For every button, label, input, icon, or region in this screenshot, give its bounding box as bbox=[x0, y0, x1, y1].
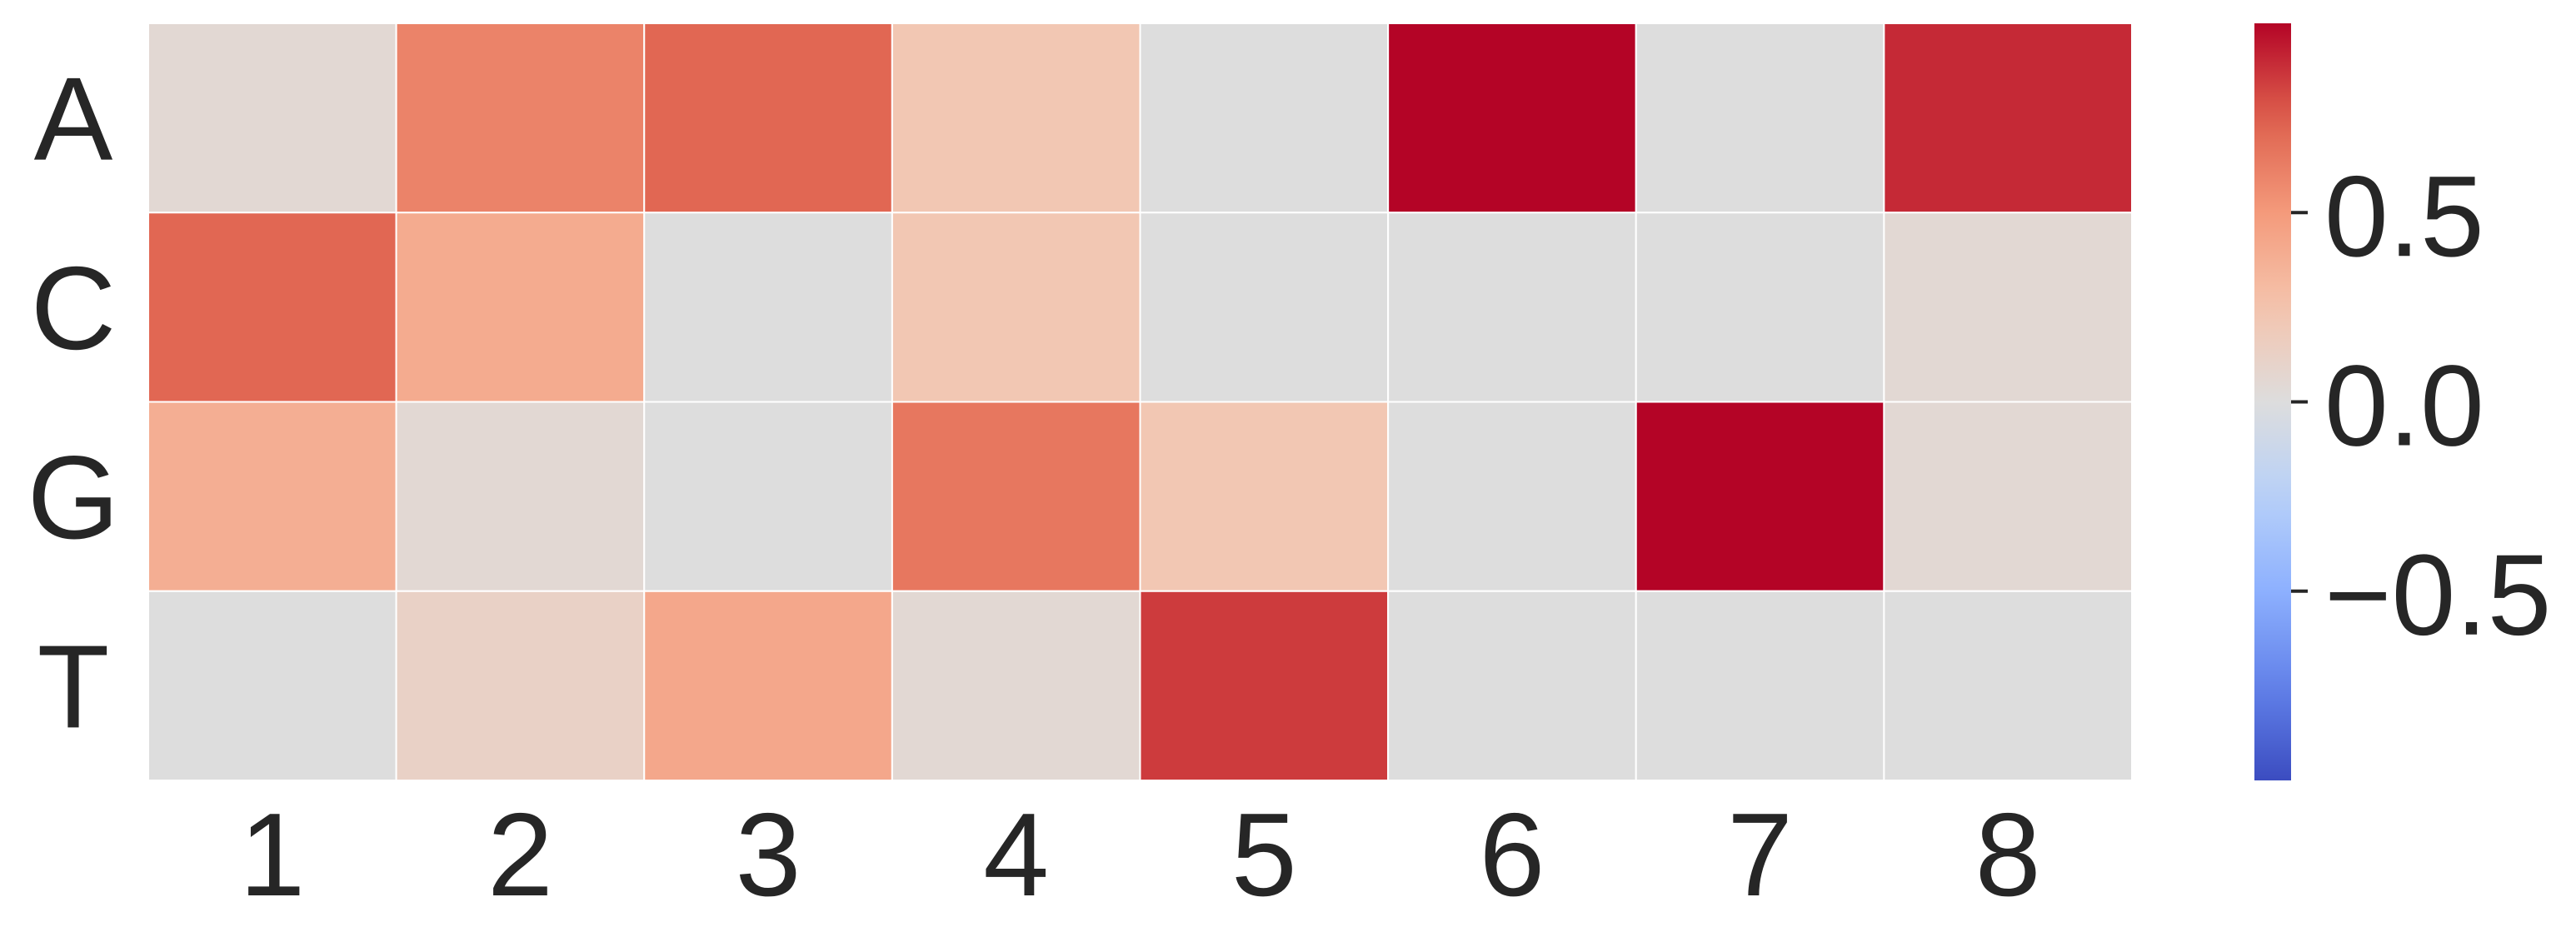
heatmap-cell-C-5 bbox=[1139, 212, 1390, 403]
x-tick-label: 2 bbox=[487, 789, 553, 921]
x-tick-label: 4 bbox=[983, 789, 1049, 921]
heatmap-cell-G-1 bbox=[147, 401, 397, 592]
heatmap-cell-C-8 bbox=[1883, 212, 2133, 403]
heatmap-cell-A-1 bbox=[147, 22, 397, 214]
heatmap-cell-A-8 bbox=[1883, 22, 2133, 214]
y-tick-label: C bbox=[31, 242, 117, 375]
colorbar-ticks: 0.5 0.0 −0.5 bbox=[2291, 152, 2551, 660]
heatmap-cell-T-1 bbox=[147, 590, 397, 781]
heatmap-cell-G-5 bbox=[1139, 401, 1390, 592]
heatmap-cell-C-7 bbox=[1635, 212, 1885, 403]
heatmap-cell-G-4 bbox=[891, 401, 1141, 592]
heatmap-cell-G-8 bbox=[1883, 401, 2133, 592]
colorbar-tick-label: 0.0 bbox=[2324, 342, 2484, 471]
y-tick-label: G bbox=[27, 431, 119, 564]
y-tick-label: T bbox=[37, 621, 110, 753]
heatmap-cell-G-3 bbox=[643, 401, 893, 592]
heatmap-cell-A-7 bbox=[1635, 22, 1885, 214]
colorbar: 0.5 0.0 −0.5 bbox=[2254, 23, 2551, 780]
heatmap-cell-C-6 bbox=[1387, 212, 1637, 403]
heatmap-cell-A-4 bbox=[891, 22, 1141, 214]
heatmap-cell-A-2 bbox=[395, 22, 646, 214]
heatmap-cells bbox=[147, 22, 2133, 781]
heatmap-cell-G-2 bbox=[395, 401, 646, 592]
heatmap-cell-T-5 bbox=[1139, 590, 1390, 781]
x-tick-label: 3 bbox=[736, 789, 801, 921]
y-tick-label: A bbox=[34, 53, 113, 186]
heatmap-cell-G-6 bbox=[1387, 401, 1637, 592]
heatmap-cell-T-7 bbox=[1635, 590, 1885, 781]
colorbar-gradient bbox=[2254, 23, 2291, 780]
x-tick-label: 8 bbox=[1975, 789, 2041, 921]
heatmap-cell-T-2 bbox=[395, 590, 646, 781]
heatmap-cell-A-6 bbox=[1387, 22, 1637, 214]
heatmap-cell-T-4 bbox=[891, 590, 1141, 781]
x-tick-label: 5 bbox=[1231, 789, 1297, 921]
heatmap-cell-T-3 bbox=[643, 590, 893, 781]
heatmap-cell-T-6 bbox=[1387, 590, 1637, 781]
x-axis-ticks: 1 2 3 4 5 6 7 8 bbox=[239, 789, 2040, 921]
x-tick-label: 7 bbox=[1727, 789, 1793, 921]
heatmap-cell-C-3 bbox=[643, 212, 893, 403]
heatmap-cell-C-1 bbox=[147, 212, 397, 403]
heatmap-cell-A-5 bbox=[1139, 22, 1390, 214]
heatmap-cell-C-4 bbox=[891, 212, 1141, 403]
heatmap-cell-A-3 bbox=[643, 22, 893, 214]
colorbar-tick-label: −0.5 bbox=[2324, 531, 2551, 660]
x-tick-label: 6 bbox=[1479, 789, 1545, 921]
heatmap-cell-T-8 bbox=[1883, 590, 2133, 781]
heatmap-cell-C-2 bbox=[395, 212, 646, 403]
x-tick-label: 1 bbox=[239, 789, 305, 921]
heatmap-cell-G-7 bbox=[1635, 401, 1885, 592]
colorbar-tick-label: 0.5 bbox=[2324, 152, 2484, 281]
